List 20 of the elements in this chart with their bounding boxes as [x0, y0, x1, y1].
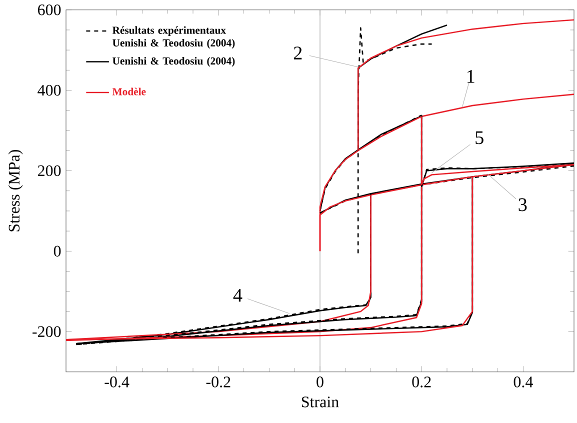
legend-label: Résultats expérimentaux Uenishi & Teodosiu (2004) [112, 26, 235, 49]
y-tick-label: 200 [38, 165, 61, 176]
x-tick-label: -0.4 [104, 376, 130, 388]
y-tick-label: 600 [38, 4, 61, 16]
x-tick-label: 0.4 [514, 376, 533, 388]
legend-label: Uenishi & Teodosiu (2004) [112, 57, 235, 67]
x-tick-label: 0.2 [412, 376, 431, 388]
y-axis-title: Stress (MPa) [8, 150, 23, 232]
annotation: 1 [468, 70, 474, 83]
y-tick-label: 400 [38, 84, 61, 96]
legend-label: Modèle [112, 88, 146, 96]
annotation: 3 [518, 198, 527, 212]
y-tick-label: 0 [54, 246, 61, 257]
annotation: 4 [233, 289, 242, 302]
annotation: 5 [476, 131, 484, 144]
x-axis-title: Strain [302, 396, 339, 408]
x-tick-label: -0.2 [206, 376, 230, 388]
annotation: 2 [294, 46, 302, 60]
y-tick-label: -200 [32, 326, 61, 338]
x-tick-label: 0 [316, 376, 324, 388]
